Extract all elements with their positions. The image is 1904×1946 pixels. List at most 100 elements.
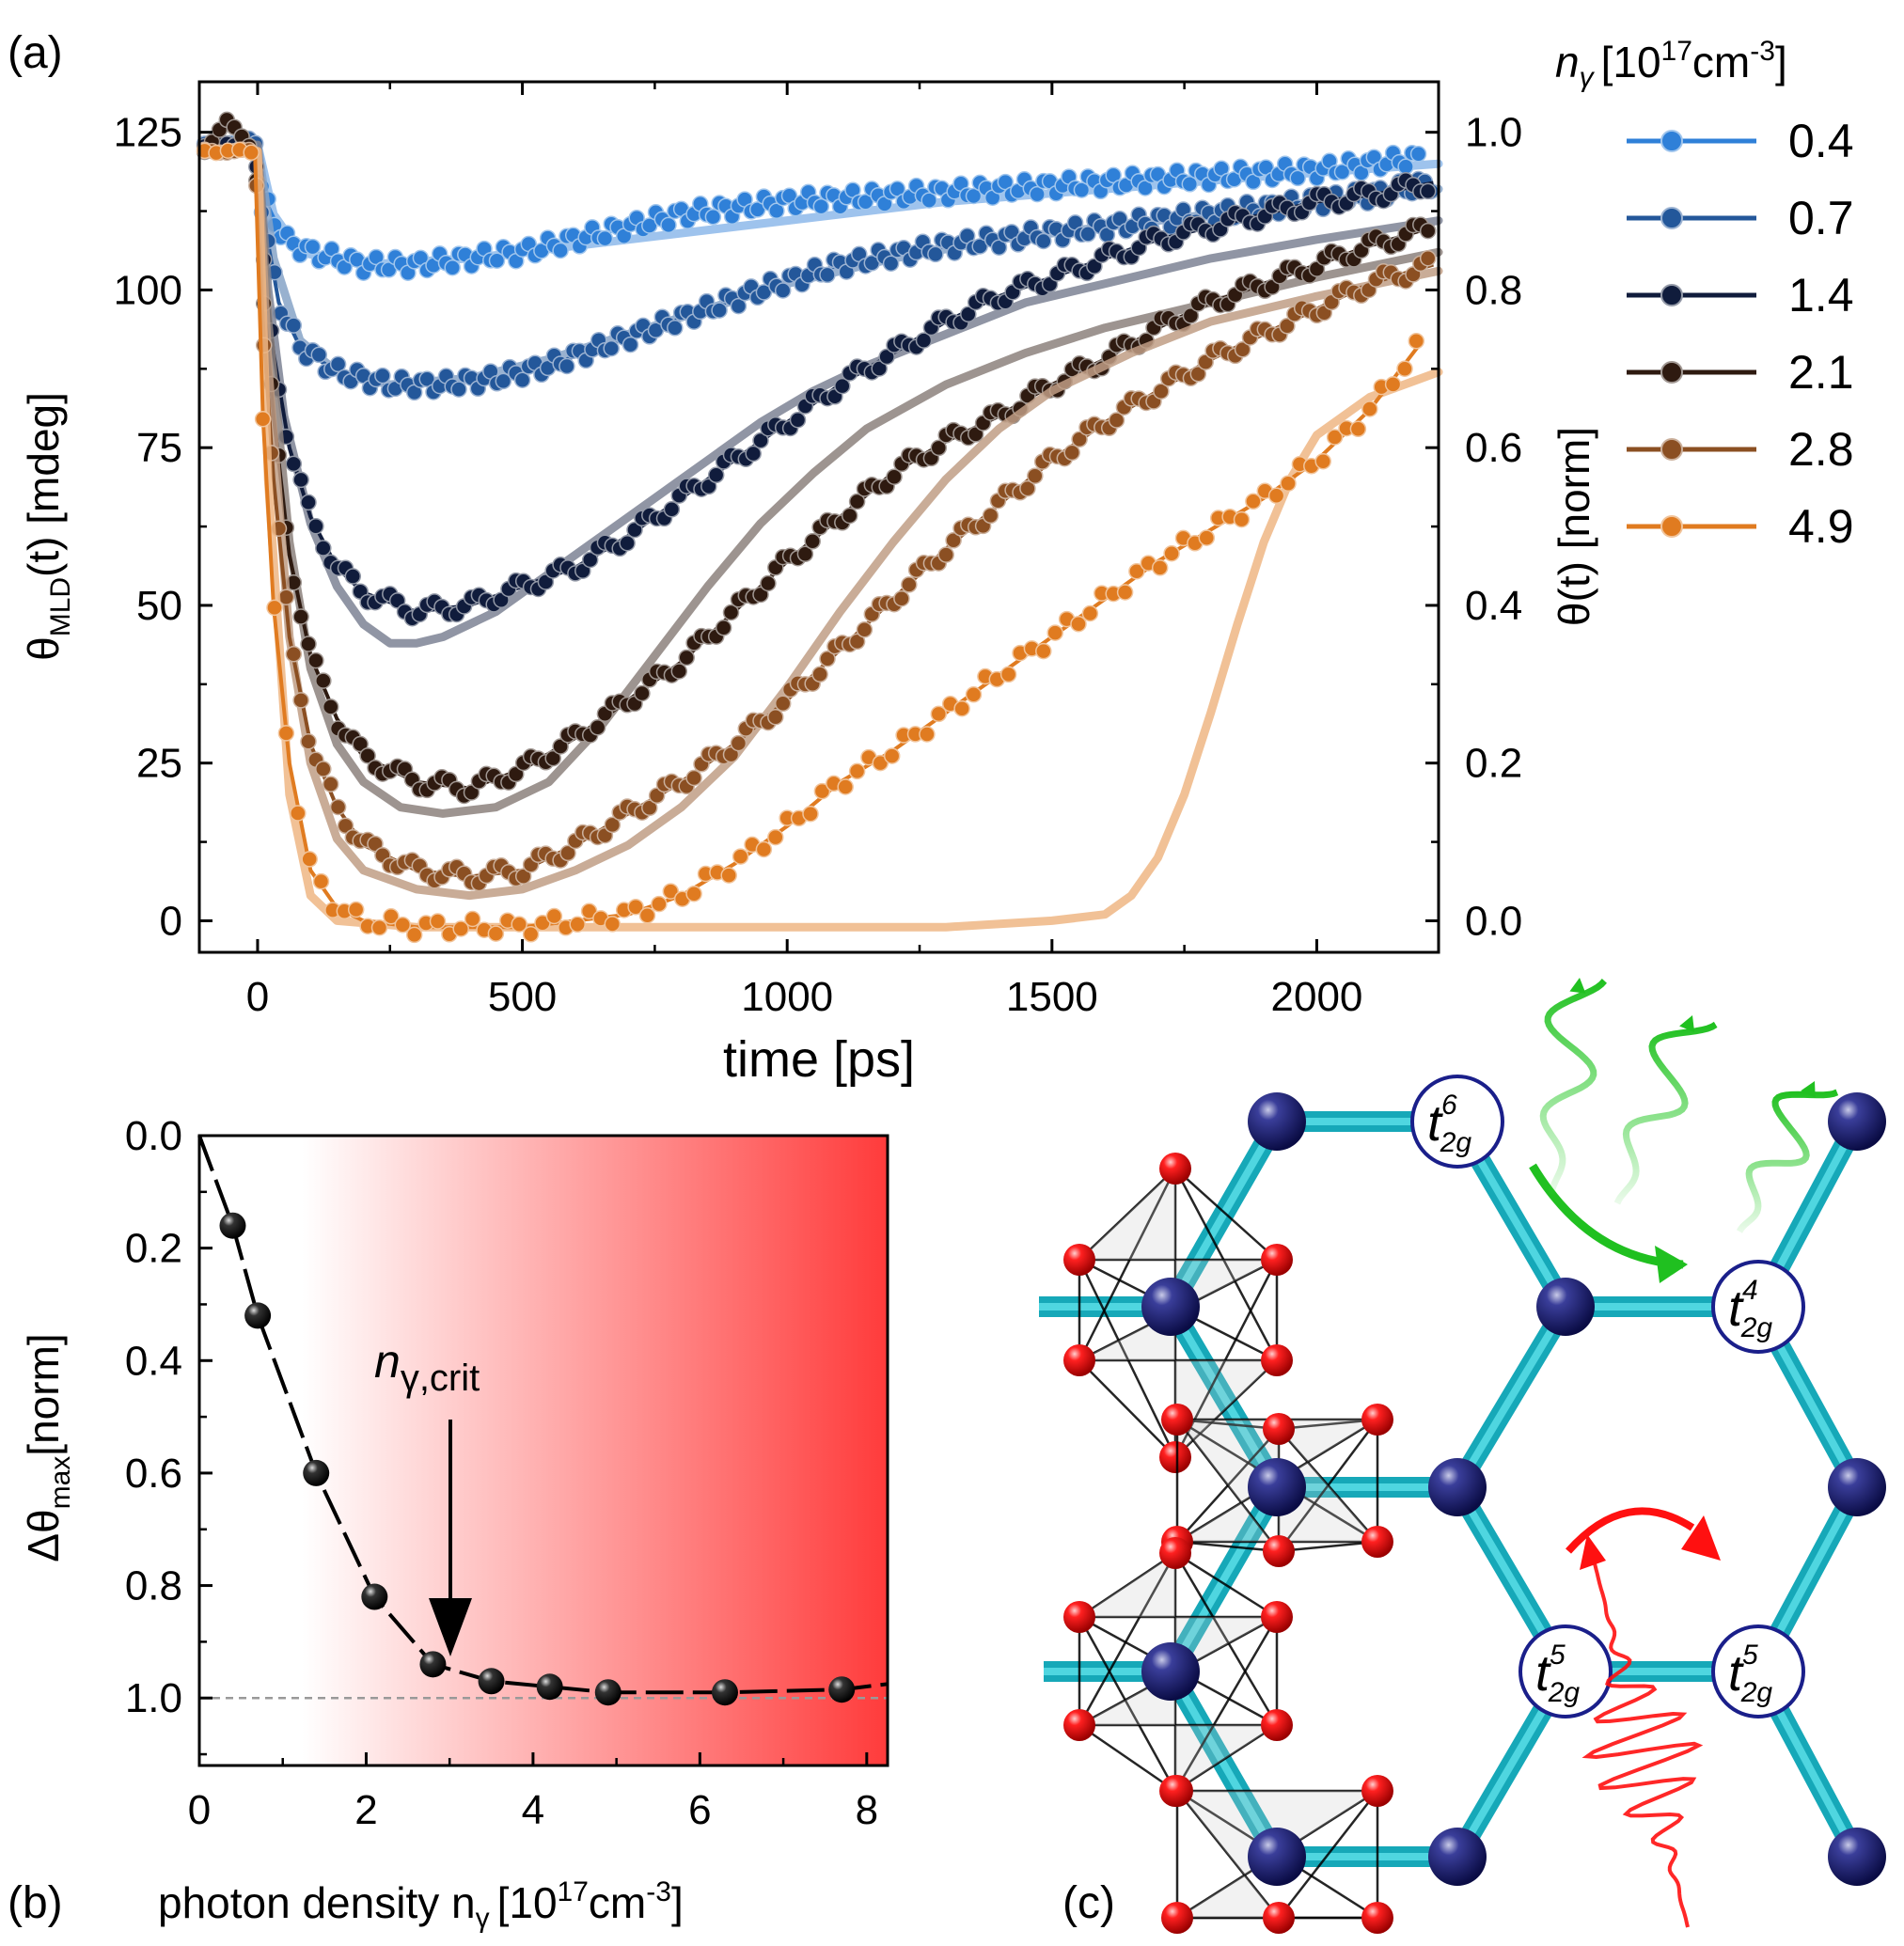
data-point xyxy=(730,734,747,752)
ion-site: t4 2g xyxy=(1711,1260,1805,1354)
data-point xyxy=(1289,169,1306,187)
data-point xyxy=(450,381,467,398)
data-point xyxy=(755,840,773,858)
legend-label-2.1: 2.1 xyxy=(1788,346,1854,399)
oxygen-atom xyxy=(1063,1601,1095,1633)
data-point xyxy=(329,798,347,816)
data-point xyxy=(569,916,586,934)
y2-tick-label: 0.8 xyxy=(1465,267,1522,313)
data-point xyxy=(1079,226,1096,243)
oxygen-atom xyxy=(1261,1709,1293,1741)
series-0.4 xyxy=(196,131,1443,281)
data-point xyxy=(1408,332,1425,350)
octahedron-edge xyxy=(1173,1552,1279,1726)
y2-tick-label: 0.2 xyxy=(1465,741,1522,787)
legend-marker-4.9 xyxy=(1660,515,1683,538)
legend-marker-1.4 xyxy=(1660,284,1683,306)
data-point xyxy=(536,1673,563,1701)
octahedron-face xyxy=(1079,1553,1277,1791)
legend-marker-0.4 xyxy=(1660,130,1683,152)
panel-a-xlabel: time [ps] xyxy=(723,1031,915,1088)
data-point xyxy=(1181,176,1199,193)
data-point xyxy=(1234,341,1251,358)
data-point xyxy=(581,551,599,569)
data-point xyxy=(732,848,749,865)
legend-marker-2.1 xyxy=(1660,361,1683,384)
data-point xyxy=(559,844,576,862)
legend-label-0.7: 0.7 xyxy=(1788,192,1854,244)
panel-c-label: (c) xyxy=(1062,1878,1115,1928)
data-point xyxy=(337,817,354,835)
data-point xyxy=(848,762,866,780)
data-point xyxy=(522,926,540,943)
metal-atom xyxy=(1248,1092,1306,1151)
ion-site-circle xyxy=(1410,1075,1504,1169)
data-point xyxy=(513,371,531,388)
ion-site: t6 2g xyxy=(1410,1075,1504,1169)
data-point xyxy=(857,194,874,211)
data-point xyxy=(967,426,984,443)
data-point xyxy=(819,651,836,667)
metal-atom xyxy=(1248,1828,1306,1886)
data-point xyxy=(300,494,317,511)
data-point xyxy=(285,646,303,663)
y2-tick-label: 0.0 xyxy=(1465,898,1522,944)
y-tick-label: 0.4 xyxy=(125,1338,182,1384)
data-point xyxy=(886,468,903,485)
octahedron-edge xyxy=(1078,1552,1177,1726)
y2-tick-label: 0.4 xyxy=(1465,583,1522,629)
data-point xyxy=(685,769,702,787)
oxygen-atom xyxy=(1361,1902,1393,1934)
data-point xyxy=(310,346,328,364)
data-point xyxy=(767,708,784,726)
data-point xyxy=(292,608,309,625)
metal-atom xyxy=(1536,1278,1595,1336)
octahedron-edge xyxy=(1078,1723,1176,1793)
y2-tick-label: 0.6 xyxy=(1465,425,1522,471)
bond-highlight xyxy=(1167,1483,1281,1675)
data-point xyxy=(254,411,272,428)
octahedron-edge xyxy=(1176,1428,1280,1543)
data-point xyxy=(745,445,762,463)
data-point xyxy=(347,901,365,918)
data-point xyxy=(344,568,362,585)
x-tick-label: 1000 xyxy=(741,974,833,1020)
metal-atom xyxy=(1828,1828,1886,1886)
data-point xyxy=(1361,400,1378,417)
data-point xyxy=(1233,510,1251,528)
data-point xyxy=(848,633,866,651)
fit-line-4.9 xyxy=(200,147,1443,932)
data-point xyxy=(878,348,895,366)
data-point xyxy=(322,698,339,715)
data-point xyxy=(464,910,481,928)
panel-b-chart: 0 2 4 6 8 0.0 0.2 0.4 0.6 0.8 1.0 xyxy=(125,1113,889,1833)
data-point xyxy=(711,1679,738,1706)
panel-a-y2label: θ(t) [norm] xyxy=(1550,427,1598,626)
ion-site-label: t4 2g xyxy=(1728,1275,1772,1343)
data-point xyxy=(812,197,830,215)
data-point xyxy=(1419,222,1437,240)
data-point xyxy=(667,320,684,337)
data-point xyxy=(285,455,303,473)
oxygen-atom xyxy=(1261,1601,1293,1633)
data-point xyxy=(394,917,412,934)
octahedron-edge xyxy=(1078,1616,1177,1792)
data-point xyxy=(641,799,658,817)
data-point xyxy=(243,144,260,161)
legend-marker-2.8 xyxy=(1660,438,1683,461)
y2-tick-label: 1.0 xyxy=(1465,110,1522,156)
octahedron-edge xyxy=(1078,1359,1176,1458)
octahedron-edge xyxy=(1176,1418,1280,1431)
data-point xyxy=(559,357,575,375)
oxygen-atom xyxy=(1161,1404,1193,1436)
data-point xyxy=(767,828,784,846)
bond-highlight xyxy=(1167,1118,1281,1310)
data-point xyxy=(1245,493,1262,510)
data-point xyxy=(463,784,480,801)
octahedron-edge xyxy=(1278,1540,1378,1553)
data-point xyxy=(1070,615,1087,633)
trend-line xyxy=(197,1135,889,1695)
y-tick-label: 0.8 xyxy=(125,1563,182,1609)
panel-a-frame xyxy=(197,80,1440,954)
